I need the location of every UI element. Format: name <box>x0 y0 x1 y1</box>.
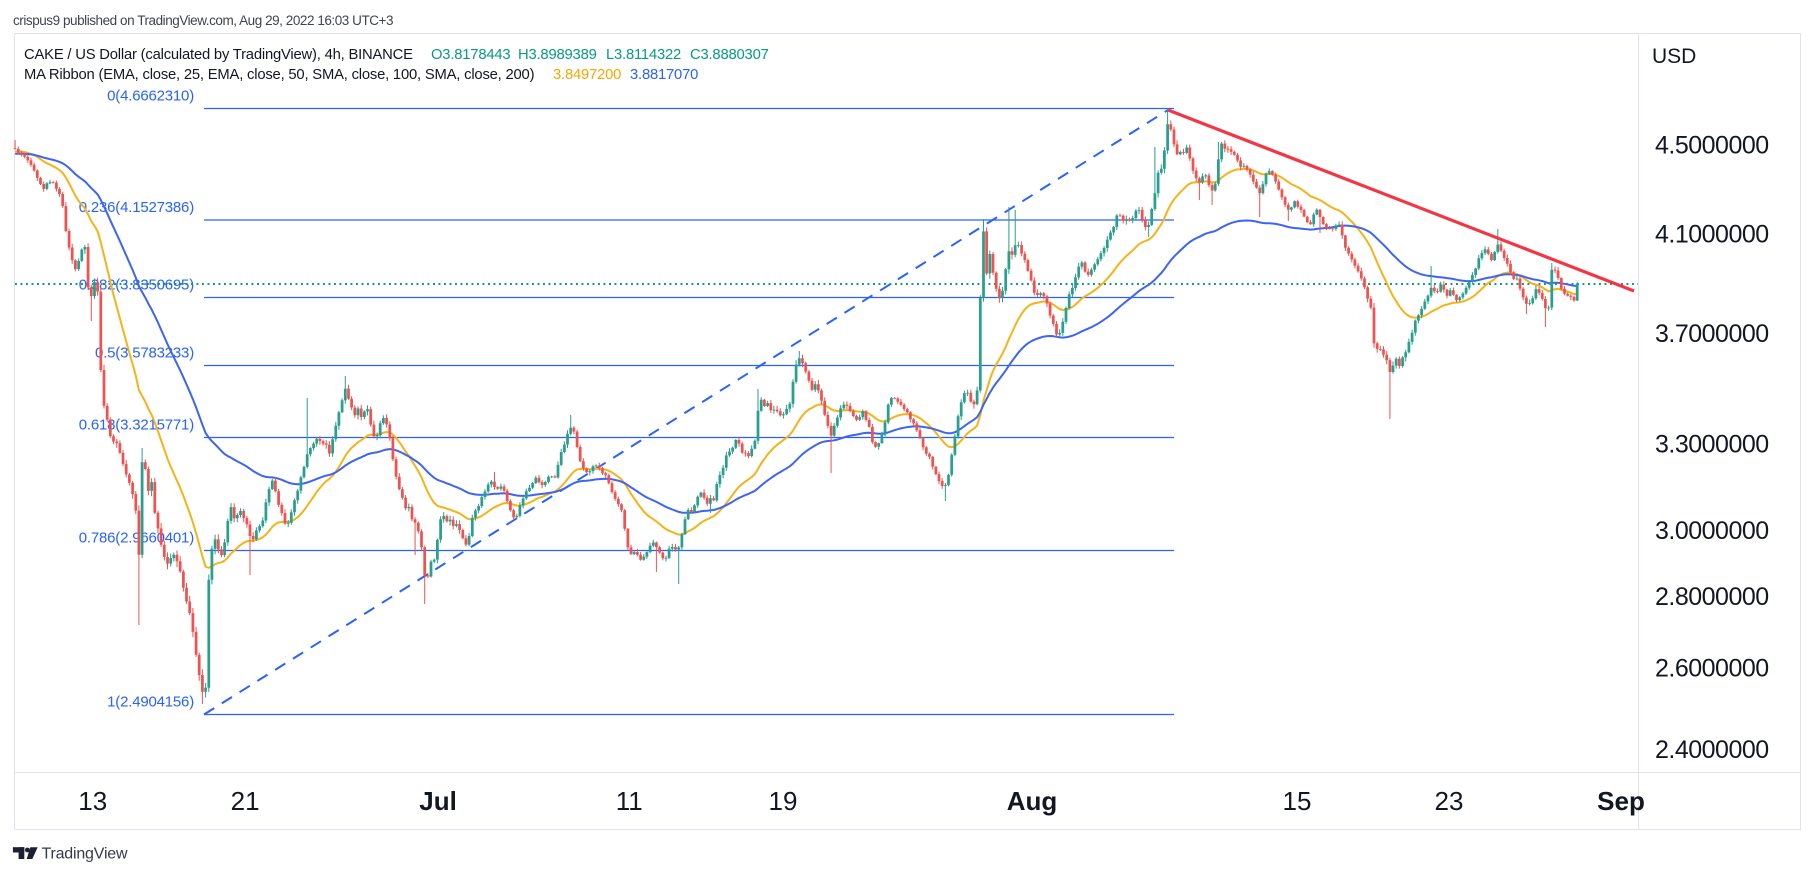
svg-text:0.786(2.9660401): 0.786(2.9660401) <box>79 530 194 547</box>
svg-text:3.8817070: 3.8817070 <box>630 67 698 83</box>
svg-text:21: 21 <box>231 786 260 816</box>
svg-text:L3.8114322: L3.8114322 <box>606 47 681 63</box>
svg-text:Jul: Jul <box>419 786 457 816</box>
svg-text:C3.8880307: C3.8880307 <box>690 47 769 63</box>
svg-text:Sep: Sep <box>1597 786 1645 816</box>
svg-text:crispus9 published on TradingV: crispus9 published on TradingView.com, A… <box>13 13 393 28</box>
svg-text:19: 19 <box>769 786 798 816</box>
svg-text:0.5(3.5783233): 0.5(3.5783233) <box>95 345 194 362</box>
svg-text:4.5000000: 4.5000000 <box>1655 131 1769 159</box>
svg-text:CAKE / US Dollar (calculated b: CAKE / US Dollar (calculated by TradingV… <box>24 47 413 63</box>
svg-text:H3.8989389: H3.8989389 <box>518 47 597 63</box>
svg-text:1(2.4904156): 1(2.4904156) <box>107 694 194 711</box>
svg-text:O3.8178443: O3.8178443 <box>431 47 510 63</box>
svg-text:TradingView: TradingView <box>42 846 128 863</box>
svg-text:3.7000000: 3.7000000 <box>1655 320 1769 348</box>
svg-text:0(4.6662310): 0(4.6662310) <box>107 88 194 105</box>
svg-text:3.0000000: 3.0000000 <box>1655 517 1769 545</box>
svg-text:Aug: Aug <box>1007 786 1058 816</box>
svg-text:USD: USD <box>1652 45 1696 68</box>
svg-text:3.3000000: 3.3000000 <box>1655 431 1769 459</box>
svg-text:4.1000000: 4.1000000 <box>1655 220 1769 248</box>
svg-text:2.6000000: 2.6000000 <box>1655 655 1769 683</box>
svg-text:2.8000000: 2.8000000 <box>1655 583 1769 611</box>
svg-text:11: 11 <box>616 786 643 816</box>
svg-text:0.618(3.3215771): 0.618(3.3215771) <box>79 417 194 434</box>
svg-text:13: 13 <box>78 786 107 816</box>
svg-text:0.382(3.8350695): 0.382(3.8350695) <box>79 277 194 294</box>
svg-text:MA Ribbon (EMA, close, 25, EMA: MA Ribbon (EMA, close, 25, EMA, close, 5… <box>24 67 535 83</box>
svg-text:3.8497200: 3.8497200 <box>553 67 621 83</box>
svg-text:15: 15 <box>1283 786 1312 816</box>
svg-text:0.236(4.1527386): 0.236(4.1527386) <box>79 199 194 216</box>
svg-text:2.4000000: 2.4000000 <box>1655 736 1769 764</box>
svg-text:23: 23 <box>1435 786 1464 816</box>
